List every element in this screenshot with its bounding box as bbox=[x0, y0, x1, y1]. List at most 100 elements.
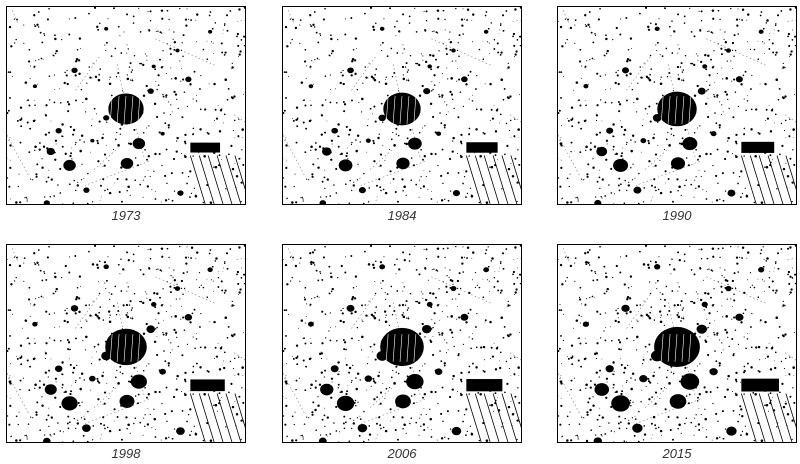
settlement-dot bbox=[64, 71, 66, 74]
settlement-dot bbox=[313, 249, 316, 251]
settlement-dot bbox=[408, 260, 411, 262]
settlement-dot bbox=[8, 263, 12, 267]
settlement-dot bbox=[445, 291, 448, 294]
road-line bbox=[222, 29, 224, 34]
settlement-dot bbox=[777, 336, 780, 339]
settlement-dot bbox=[458, 78, 461, 81]
settlement-dot bbox=[663, 149, 666, 151]
settlement-dot bbox=[724, 31, 726, 33]
settlement-dot bbox=[340, 309, 342, 312]
settlement-dot bbox=[647, 28, 651, 31]
settlement-dot bbox=[107, 310, 111, 313]
settlement-dot bbox=[230, 96, 233, 99]
settlement-dot bbox=[418, 196, 420, 198]
settlement-dot bbox=[213, 166, 215, 168]
settlement-dot bbox=[431, 319, 433, 321]
settlement-dot bbox=[385, 387, 388, 390]
settlement-dot bbox=[28, 342, 31, 345]
settlement-dot bbox=[378, 404, 380, 406]
settlement-dot bbox=[466, 246, 470, 249]
settlement-dot bbox=[639, 12, 641, 15]
settlement-dot bbox=[429, 170, 431, 172]
settlement-dot bbox=[468, 365, 471, 368]
settlement-dot bbox=[423, 10, 425, 12]
settlement-dot bbox=[190, 257, 192, 259]
settlement-dot bbox=[79, 139, 81, 141]
settlement-dot bbox=[712, 17, 715, 20]
settlement-dot bbox=[650, 68, 653, 70]
settlement-dot bbox=[23, 262, 25, 264]
settlement-dot bbox=[516, 419, 519, 422]
settlement-dot bbox=[560, 375, 562, 377]
settlement-dot bbox=[515, 288, 518, 291]
settlement-dot bbox=[707, 335, 709, 337]
city-street bbox=[413, 96, 417, 124]
settlement-dot bbox=[784, 357, 787, 360]
settlement-dot bbox=[724, 428, 727, 430]
settlement-dot bbox=[497, 409, 501, 412]
settlement-dot bbox=[744, 425, 746, 427]
settlement-dot bbox=[375, 260, 377, 263]
settlement-dot bbox=[314, 142, 317, 144]
settlement-dot bbox=[195, 19, 197, 21]
settlement-dot bbox=[430, 306, 433, 309]
settlement-dot bbox=[110, 94, 113, 97]
settlement-dot bbox=[714, 319, 715, 321]
settlement-dot bbox=[512, 35, 514, 38]
settlement-dot bbox=[392, 178, 395, 180]
settlement-dot bbox=[652, 136, 655, 140]
settlement-dot bbox=[98, 311, 100, 314]
settlement-dot bbox=[176, 374, 179, 378]
settlement-dot bbox=[7, 109, 10, 112]
settlement-dot bbox=[296, 125, 299, 128]
settlement-dot bbox=[452, 378, 454, 380]
settlement-dot bbox=[577, 200, 579, 202]
built-up-area bbox=[710, 131, 717, 137]
settlement-dot bbox=[423, 408, 425, 409]
settlement-dot bbox=[623, 371, 626, 374]
settlement-dot bbox=[456, 67, 458, 69]
built-up-area bbox=[119, 394, 135, 408]
settlement-dot bbox=[494, 392, 497, 395]
settlement-dot bbox=[359, 379, 361, 381]
settlement-dot bbox=[787, 273, 789, 276]
settlement-dot bbox=[769, 33, 771, 35]
year-caption: 1990 bbox=[662, 208, 692, 223]
settlement-dot bbox=[18, 264, 22, 268]
settlement-dot bbox=[586, 413, 589, 416]
settlement-dot bbox=[382, 426, 385, 429]
settlement-dot bbox=[155, 268, 157, 271]
settlement-dot bbox=[752, 391, 755, 394]
settlement-dot bbox=[639, 250, 641, 253]
settlement-dot bbox=[378, 319, 381, 321]
settlement-dot bbox=[745, 347, 747, 350]
settlement-dot bbox=[584, 24, 586, 26]
settlement-dot bbox=[309, 337, 311, 339]
settlement-dot bbox=[782, 62, 784, 65]
settlement-dot bbox=[434, 152, 437, 156]
settlement-dot bbox=[441, 332, 444, 335]
settlement-dot bbox=[168, 339, 170, 341]
settlement-dot bbox=[741, 246, 745, 249]
settlement-dot bbox=[19, 141, 22, 144]
settlement-dot bbox=[599, 99, 602, 101]
settlement-dot bbox=[198, 286, 201, 289]
settlement-dot bbox=[456, 318, 458, 320]
settlement-dot bbox=[446, 342, 448, 344]
city-street bbox=[399, 334, 403, 362]
settlement-dot bbox=[308, 179, 310, 181]
settlement-dot bbox=[54, 377, 58, 380]
field-line bbox=[501, 155, 518, 204]
settlement-dot bbox=[431, 429, 432, 430]
settlement-dot bbox=[146, 55, 148, 57]
settlement-dot bbox=[792, 149, 794, 151]
settlement-dot bbox=[372, 77, 375, 80]
settlement-dot bbox=[449, 328, 452, 332]
settlement-dot bbox=[18, 411, 20, 413]
settlement-dot bbox=[610, 167, 613, 171]
settlement-dot bbox=[148, 28, 150, 31]
settlement-dot bbox=[458, 55, 460, 58]
settlement-dot bbox=[225, 426, 227, 428]
settlement-dot bbox=[17, 423, 19, 426]
settlement-dot bbox=[337, 387, 339, 389]
